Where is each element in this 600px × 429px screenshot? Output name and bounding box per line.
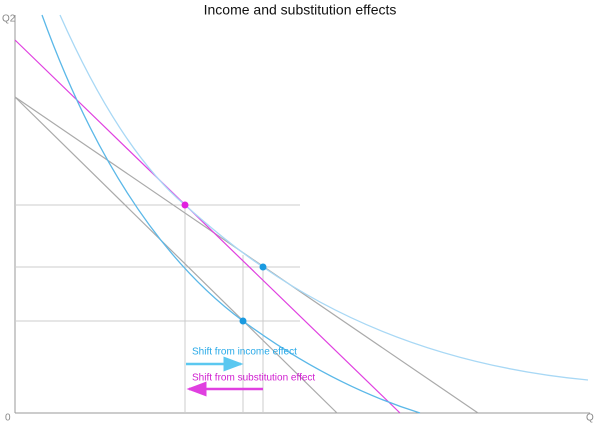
compensated-budget-line [14, 39, 401, 414]
point [259, 263, 267, 271]
indifference-curve [59, 14, 589, 381]
x-axis-label: Q [586, 413, 594, 424]
y-axis-label: Q2 [2, 14, 16, 25]
point [239, 317, 247, 325]
origin-label: 0 [5, 413, 11, 424]
budget-line [14, 96, 338, 414]
guides [15, 204, 300, 413]
point [181, 201, 189, 209]
substitution-label: Shift from substitution effect [192, 373, 315, 384]
indifference-curve [41, 14, 421, 414]
income-label: Shift from income effect [192, 347, 297, 358]
title: Income and substitution effects [204, 2, 397, 18]
